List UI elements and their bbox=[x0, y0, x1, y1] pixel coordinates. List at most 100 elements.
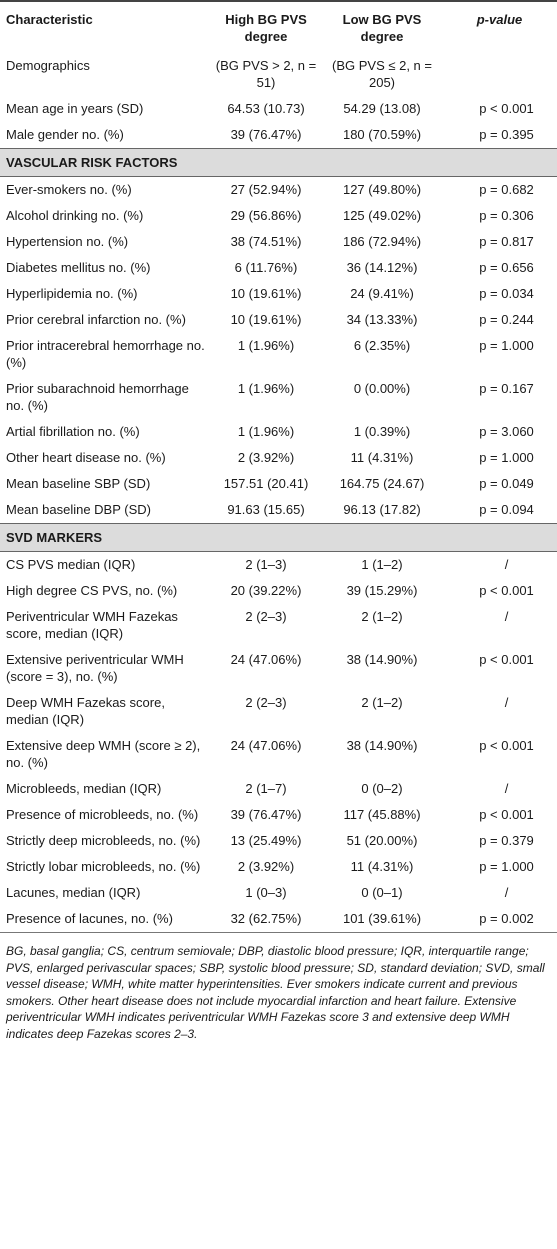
high-bg-value: 24 (47.06%) bbox=[230, 652, 302, 667]
p-value: / bbox=[504, 557, 509, 572]
table-row: High degree CS PVS, no. (%) 20 (39.22%) 39… bbox=[0, 578, 557, 604]
demographics-label: Demographics bbox=[6, 58, 90, 73]
p-value: p = 0.244 bbox=[479, 312, 534, 327]
high-bg-value: 24 (47.06%) bbox=[230, 738, 302, 753]
low-bg-value: 96.13 (17.82) bbox=[343, 502, 421, 517]
low-bg-value: 24 (9.41%) bbox=[350, 286, 414, 301]
table-row: Alcohol drinking no. (%) 29 (56.86%) 125 (… bbox=[0, 203, 557, 229]
section-title: SVD MARKERS bbox=[0, 523, 557, 552]
high-bg-value: 39 (76.47%) bbox=[230, 807, 302, 822]
low-bg-value: 39 (15.29%) bbox=[346, 583, 418, 598]
high-bg-value: 27 (52.94%) bbox=[230, 182, 302, 197]
p-value: p = 1.000 bbox=[479, 859, 534, 874]
row-label: Presence of lacunes, no. (%) bbox=[6, 911, 173, 926]
characteristics-table: Characteristic High BG PVS degree Low BG… bbox=[0, 2, 557, 932]
high-bg-value: 2 (3.92%) bbox=[237, 859, 295, 874]
p-value: / bbox=[504, 781, 509, 796]
low-bg-value: 0 (0.00%) bbox=[353, 381, 411, 396]
p-value: p = 0.379 bbox=[479, 833, 534, 848]
p-value: p = 0.094 bbox=[479, 502, 534, 517]
table-row: Periventricular WMH Fazekas score, media… bbox=[0, 604, 557, 647]
p-value: p = 1.000 bbox=[479, 338, 534, 353]
demographics-row: Demographics (BG PVS > 2, n = 51) (BG PV… bbox=[0, 53, 557, 96]
low-bg-value: 0 (0–1) bbox=[361, 885, 403, 900]
low-bg-value: 38 (14.90%) bbox=[346, 652, 418, 667]
p-value: / bbox=[504, 609, 509, 624]
bottom-rule bbox=[0, 932, 557, 933]
high-bg-value: 39 (76.47%) bbox=[230, 127, 302, 142]
high-bg-value: 10 (19.61%) bbox=[230, 312, 302, 327]
high-bg-value: 1 (0–3) bbox=[245, 885, 287, 900]
high-bg-value: 2 (1–3) bbox=[245, 557, 287, 572]
low-bg-value: 180 (70.59%) bbox=[342, 127, 422, 142]
p-value: p = 0.002 bbox=[479, 911, 534, 926]
header-p-value: p-value bbox=[476, 12, 523, 27]
p-value: p < 0.001 bbox=[479, 807, 534, 822]
high-bg-value: 2 (3.92%) bbox=[237, 450, 295, 465]
table-row: Extensive deep WMH (score ≥ 2), no. (%) 2… bbox=[0, 733, 557, 776]
table-row: Diabetes mellitus no. (%) 6 (11.76%) 36 (1… bbox=[0, 255, 557, 281]
top-rule bbox=[0, 0, 557, 2]
table-row: Artial fibrillation no. (%) 1 (1.96%) 1 (0… bbox=[0, 419, 557, 445]
table-row: Mean baseline DBP (SD) 91.63 (15.65) 96.13… bbox=[0, 497, 557, 524]
high-bg-value: 157.51 (20.41) bbox=[223, 476, 309, 491]
low-bg-value: 0 (0–2) bbox=[361, 781, 403, 796]
low-bg-value: 11 (4.31%) bbox=[350, 859, 414, 874]
high-bg-value: 10 (19.61%) bbox=[230, 286, 302, 301]
row-label: Hyperlipidemia no. (%) bbox=[6, 286, 138, 301]
table-row: Presence of microbleeds, no. (%) 39 (76.4… bbox=[0, 802, 557, 828]
table-row: Mean baseline SBP (SD) 157.51 (20.41) 164.… bbox=[0, 471, 557, 497]
demographics-low: (BG PVS ≤ 2, n = 205) bbox=[332, 58, 432, 90]
table-row: Strictly deep microbleeds, no. (%) 13 (25… bbox=[0, 828, 557, 854]
header-row: Characteristic High BG PVS degree Low BG… bbox=[0, 2, 557, 53]
high-bg-value: 2 (2–3) bbox=[245, 609, 287, 624]
p-value: p = 0.034 bbox=[479, 286, 534, 301]
row-label: Male gender no. (%) bbox=[6, 127, 124, 142]
row-label: Extensive periventricular WMH (score = 3… bbox=[6, 652, 184, 684]
table-row: CS PVS median (IQR) 2 (1–3) 1 (1–2) / bbox=[0, 552, 557, 579]
section-svd-markers: SVD MARKERS bbox=[0, 523, 557, 552]
header-characteristic: Characteristic bbox=[6, 12, 93, 27]
p-value: p = 1.000 bbox=[479, 450, 534, 465]
high-bg-value: 32 (62.75%) bbox=[230, 911, 302, 926]
low-bg-value: 34 (13.33%) bbox=[346, 312, 418, 327]
table-row: Extensive periventricular WMH (score = 3… bbox=[0, 647, 557, 690]
high-bg-value: 91.63 (15.65) bbox=[227, 502, 305, 517]
p-value: p = 0.167 bbox=[479, 381, 534, 396]
row-label: Prior cerebral infarction no. (%) bbox=[6, 312, 186, 327]
table-row: Mean age in years (SD) 64.53 (10.73) 54.29… bbox=[0, 96, 557, 122]
section-title: VASCULAR RISK FACTORS bbox=[0, 148, 557, 177]
p-value: p < 0.001 bbox=[479, 583, 534, 598]
p-value: / bbox=[504, 695, 509, 710]
row-label: Periventricular WMH Fazekas score, media… bbox=[6, 609, 178, 641]
low-bg-value: 36 (14.12%) bbox=[346, 260, 418, 275]
low-bg-value: 1 (0.39%) bbox=[353, 424, 411, 439]
row-label: Mean baseline SBP (SD) bbox=[6, 476, 151, 491]
high-bg-value: 2 (2–3) bbox=[245, 695, 287, 710]
table-row: Deep WMH Fazekas score, median (IQR) 2 (2… bbox=[0, 690, 557, 733]
p-value: p < 0.001 bbox=[479, 738, 534, 753]
row-label: High degree CS PVS, no. (%) bbox=[6, 583, 178, 598]
low-bg-value: 51 (20.00%) bbox=[346, 833, 418, 848]
row-label: Deep WMH Fazekas score, median (IQR) bbox=[6, 695, 165, 727]
low-bg-value: 38 (14.90%) bbox=[346, 738, 418, 753]
table-footnote: BG, basal ganglia; CS, centrum semiovale… bbox=[6, 944, 545, 1041]
table-figure: Characteristic High BG PVS degree Low BG… bbox=[0, 0, 557, 1041]
demographics-high: (BG PVS > 2, n = 51) bbox=[215, 58, 317, 90]
p-value: / bbox=[504, 885, 509, 900]
low-bg-value: 164.75 (24.67) bbox=[339, 476, 425, 491]
row-label: Ever-smokers no. (%) bbox=[6, 182, 132, 197]
high-bg-value: 29 (56.86%) bbox=[230, 208, 302, 223]
high-bg-value: 1 (1.96%) bbox=[237, 381, 295, 396]
table-row: Prior cerebral infarction no. (%) 10 (19.… bbox=[0, 307, 557, 333]
table-row: Other heart disease no. (%) 2 (3.92%) 11 (… bbox=[0, 445, 557, 471]
low-bg-value: 2 (1–2) bbox=[361, 695, 403, 710]
p-value: p < 0.001 bbox=[479, 101, 534, 116]
high-bg-value: 64.53 (10.73) bbox=[227, 101, 305, 116]
demographics-p bbox=[442, 53, 557, 96]
row-label: Other heart disease no. (%) bbox=[6, 450, 166, 465]
table-row: Prior subarachnoid hemorrhage no. (%) 1 (… bbox=[0, 376, 557, 419]
row-label: Strictly deep microbleeds, no. (%) bbox=[6, 833, 201, 848]
p-value: p = 0.395 bbox=[479, 127, 534, 142]
low-bg-value: 127 (49.80%) bbox=[342, 182, 422, 197]
